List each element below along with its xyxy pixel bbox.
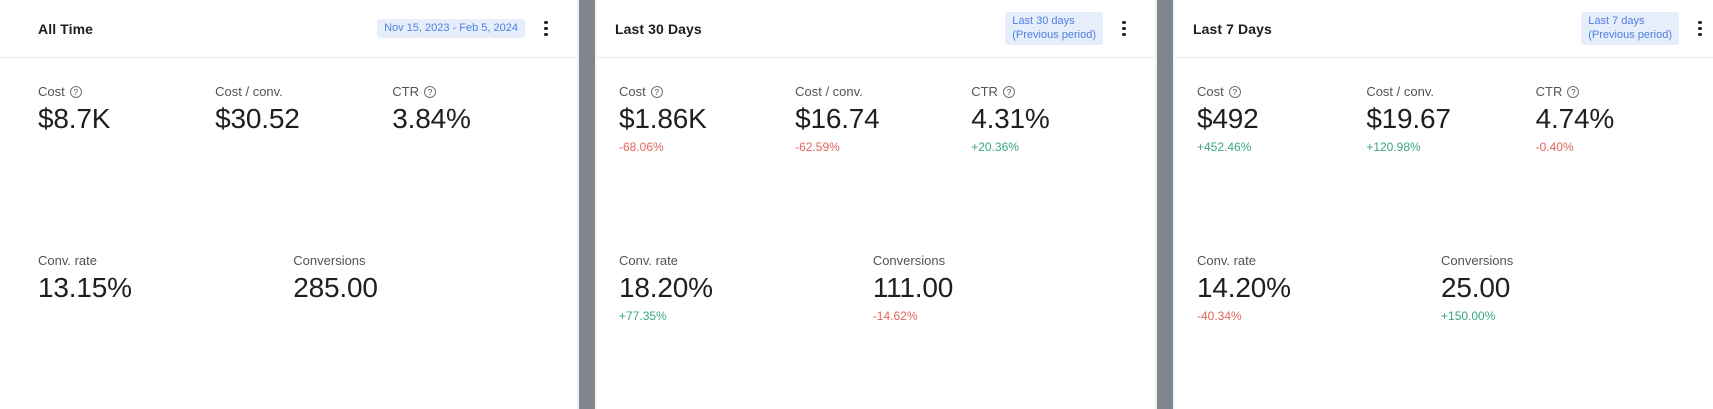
- scorecard-last-7-days: Last 7 Days Last 7 days (Previous period…: [1175, 0, 1713, 409]
- card-body: Cost ? $1.86K -68.06% Cost / conv. $16.7…: [597, 58, 1155, 324]
- more-options-icon[interactable]: [539, 20, 553, 38]
- metric-delta: +150.00%: [1441, 309, 1496, 323]
- metric-cost-per-conv: Cost / conv. $19.67 +120.98%: [1366, 84, 1535, 155]
- metric-label: Conversions: [872, 253, 946, 268]
- metric-cost: Cost ? $8.7K: [38, 84, 215, 155]
- metric-label: Conversions: [293, 253, 366, 268]
- metric-value: 18.20%: [619, 272, 713, 303]
- metric-delta: -62.59%: [795, 140, 840, 154]
- metric-delta: +77.35%: [619, 309, 667, 323]
- metric-row-bottom: Conv. rate 13.15% Conversions 285.00: [38, 253, 559, 324]
- help-icon[interactable]: ?: [69, 86, 82, 98]
- help-icon[interactable]: ?: [1567, 86, 1580, 98]
- metric-delta: -40.34%: [1197, 309, 1242, 323]
- metric-conversions: Conversions 111.00 -14.62%: [873, 253, 1137, 324]
- metric-conv-rate: Conv. rate 14.20% -40.34%: [1197, 253, 1441, 324]
- metric-value: $492: [1197, 103, 1259, 134]
- period-badge[interactable]: Last 7 days (Previous period): [1581, 12, 1679, 45]
- period-badge[interactable]: Last 30 days (Previous period): [1005, 12, 1103, 45]
- panel-divider: [1155, 0, 1175, 409]
- help-icon[interactable]: ?: [650, 86, 663, 98]
- metric-value: $19.67: [1366, 103, 1451, 134]
- metric-value: 111.00: [872, 272, 954, 303]
- metric-row-bottom: Conv. rate 14.20% -40.34% Conversions 25…: [1197, 253, 1695, 324]
- metric-label: Cost: [619, 84, 646, 99]
- metric-value: 14.20%: [1197, 272, 1291, 303]
- metric-delta: [392, 139, 559, 155]
- metric-label: Cost: [38, 84, 65, 99]
- card-title: All Time: [38, 20, 94, 37]
- metric-label: Cost / conv.: [795, 84, 863, 99]
- metric-value: $8.7K: [38, 103, 111, 134]
- metric-label: Conversions: [1441, 253, 1514, 268]
- metric-cost-per-conv: Cost / conv. $16.74 -62.59%: [795, 84, 971, 155]
- more-options-icon[interactable]: [1693, 20, 1707, 38]
- help-icon[interactable]: ?: [1228, 86, 1241, 98]
- metric-delta: [293, 308, 559, 324]
- metric-label: CTR: [1535, 84, 1563, 99]
- metric-value: $30.52: [215, 103, 300, 134]
- metric-value: 4.74%: [1535, 103, 1615, 134]
- metric-label: Conv. rate: [1197, 253, 1257, 268]
- help-icon[interactable]: ?: [423, 86, 436, 98]
- metric-label: Conv. rate: [38, 253, 98, 268]
- metric-conv-rate: Conv. rate 18.20% +77.35%: [619, 253, 873, 324]
- card-header: Last 30 Days Last 30 days (Previous peri…: [597, 0, 1155, 58]
- card-body: Cost ? $8.7K Cost / conv. $30.52 CTR: [0, 58, 577, 324]
- panel-divider: [577, 0, 597, 409]
- metric-value: $1.86K: [619, 103, 707, 134]
- metric-ctr: CTR ? 3.84%: [392, 84, 559, 155]
- metric-value: 285.00: [293, 272, 378, 303]
- metric-delta: +452.46%: [1197, 140, 1252, 154]
- period-badge-line-2: (Previous period): [1012, 28, 1096, 41]
- metric-value: 4.31%: [971, 103, 1050, 134]
- metric-value: 3.84%: [392, 103, 471, 134]
- scorecard-last-30-days: Last 30 Days Last 30 days (Previous peri…: [597, 0, 1155, 409]
- metric-label: Cost / conv.: [1366, 84, 1434, 99]
- period-badge[interactable]: Nov 15, 2023 - Feb 5, 2024: [377, 18, 525, 39]
- metric-cost: Cost ? $1.86K -68.06%: [619, 84, 795, 155]
- metric-row-bottom: Conv. rate 18.20% +77.35% Conversions 11…: [619, 253, 1137, 324]
- metric-row-top: Cost ? $1.86K -68.06% Cost / conv. $16.7…: [619, 84, 1137, 155]
- metric-value: 13.15%: [38, 272, 132, 303]
- metric-cost: Cost ? $492 +452.46%: [1197, 84, 1366, 155]
- card-header: All Time Nov 15, 2023 - Feb 5, 2024: [0, 0, 577, 58]
- card-title: Last 30 Days: [615, 20, 702, 37]
- period-badge-line-2: (Previous period): [1588, 28, 1672, 41]
- metric-delta: -0.40%: [1535, 140, 1574, 154]
- metric-label: CTR: [392, 84, 419, 99]
- metric-label: CTR: [971, 84, 998, 99]
- metric-label: Cost / conv.: [215, 84, 283, 99]
- metric-conversions: Conversions 25.00 +150.00%: [1441, 253, 1695, 324]
- metric-value: 25.00: [1441, 272, 1511, 303]
- metric-delta: [38, 308, 293, 324]
- metric-delta: -68.06%: [619, 140, 664, 154]
- metric-delta: [215, 139, 392, 155]
- period-badge-line-1: Last 7 days: [1588, 15, 1645, 27]
- metric-ctr: CTR ? 4.31% +20.36%: [971, 84, 1137, 155]
- metric-conversions: Conversions 285.00: [293, 253, 559, 324]
- scorecard-all-time: All Time Nov 15, 2023 - Feb 5, 2024 Cost…: [0, 0, 577, 409]
- metric-label: Conv. rate: [619, 253, 679, 268]
- card-title: Last 7 Days: [1193, 20, 1272, 37]
- metric-row-top: Cost ? $8.7K Cost / conv. $30.52 CTR: [38, 84, 559, 155]
- card-body: Cost ? $492 +452.46% Cost / conv. $19.67…: [1175, 58, 1713, 324]
- metric-label: Cost: [1197, 84, 1224, 99]
- period-badge-line-1: Nov 15, 2023 - Feb 5, 2024: [384, 21, 518, 34]
- metric-value: $16.74: [795, 103, 880, 134]
- more-options-icon[interactable]: [1117, 20, 1131, 38]
- metric-delta: +120.98%: [1366, 140, 1421, 154]
- metric-row-top: Cost ? $492 +452.46% Cost / conv. $19.67…: [1197, 84, 1695, 155]
- metric-conv-rate: Conv. rate 13.15%: [38, 253, 293, 324]
- metric-delta: -14.62%: [872, 309, 918, 323]
- metric-cost-per-conv: Cost / conv. $30.52: [215, 84, 392, 155]
- metric-ctr: CTR ? 4.74% -0.40%: [1536, 84, 1695, 155]
- help-icon[interactable]: ?: [1002, 86, 1015, 98]
- period-badge-line-1: Last 30 days: [1012, 15, 1075, 27]
- card-header: Last 7 Days Last 7 days (Previous period…: [1175, 0, 1713, 58]
- metric-delta: +20.36%: [971, 140, 1019, 154]
- metric-delta: [38, 139, 215, 155]
